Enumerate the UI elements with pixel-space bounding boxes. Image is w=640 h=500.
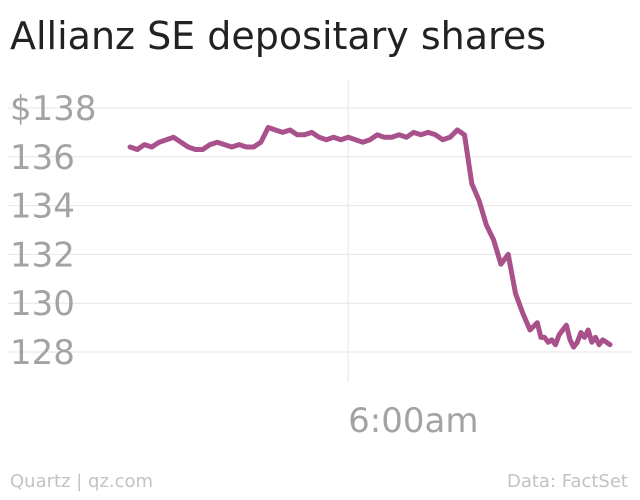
series-line <box>127 125 613 350</box>
axis-ticks: $138 136 134 132 130 128 6:00am <box>10 89 478 441</box>
chart-title: Allianz SE depositary shares <box>10 14 547 58</box>
y-tick-label: 130 <box>10 284 75 324</box>
y-tick-label: 134 <box>10 187 75 227</box>
footer-credit: Quartz | qz.com <box>10 471 154 492</box>
y-tick-label: 128 <box>10 333 75 373</box>
y-tick-label: 132 <box>10 235 75 275</box>
y-tick-label: $138 <box>10 89 97 129</box>
series <box>127 125 613 350</box>
y-tick-label: 136 <box>10 138 75 178</box>
line-chart: $138 136 134 132 130 128 6:00am <box>8 80 632 441</box>
gridlines <box>8 80 632 382</box>
x-tick-label: 6:00am <box>348 401 478 441</box>
footer-source: Data: FactSet <box>506 471 628 492</box>
